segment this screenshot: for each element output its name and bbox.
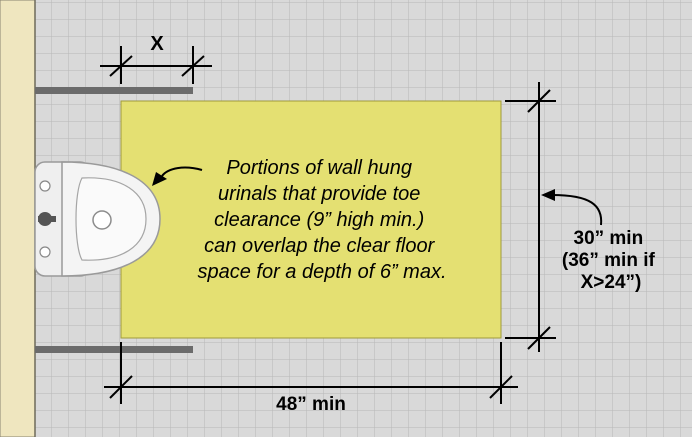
dimension-depth <box>505 82 556 352</box>
partition-top <box>35 87 193 94</box>
bolt-icon <box>39 246 51 258</box>
dimension-width <box>104 342 518 404</box>
toe-clearance-note: Portions of wall hung urinals that provi… <box>197 157 446 283</box>
dimension-width-label: 48” min <box>276 394 346 415</box>
dimension-x-label: X <box>150 33 164 55</box>
wall-hung-urinal <box>34 161 161 277</box>
clear-floor-space <box>120 100 502 339</box>
note-leader-arrow <box>152 166 203 186</box>
dimension-depth-label: 30” min (36” min if X>24”) <box>562 228 660 293</box>
depth-leader-arrow <box>541 189 603 226</box>
drain-icon <box>92 210 112 230</box>
bolt-icon <box>39 180 51 192</box>
back-wall <box>0 0 36 437</box>
partition-bottom <box>35 346 193 353</box>
dimension-x <box>100 46 212 84</box>
